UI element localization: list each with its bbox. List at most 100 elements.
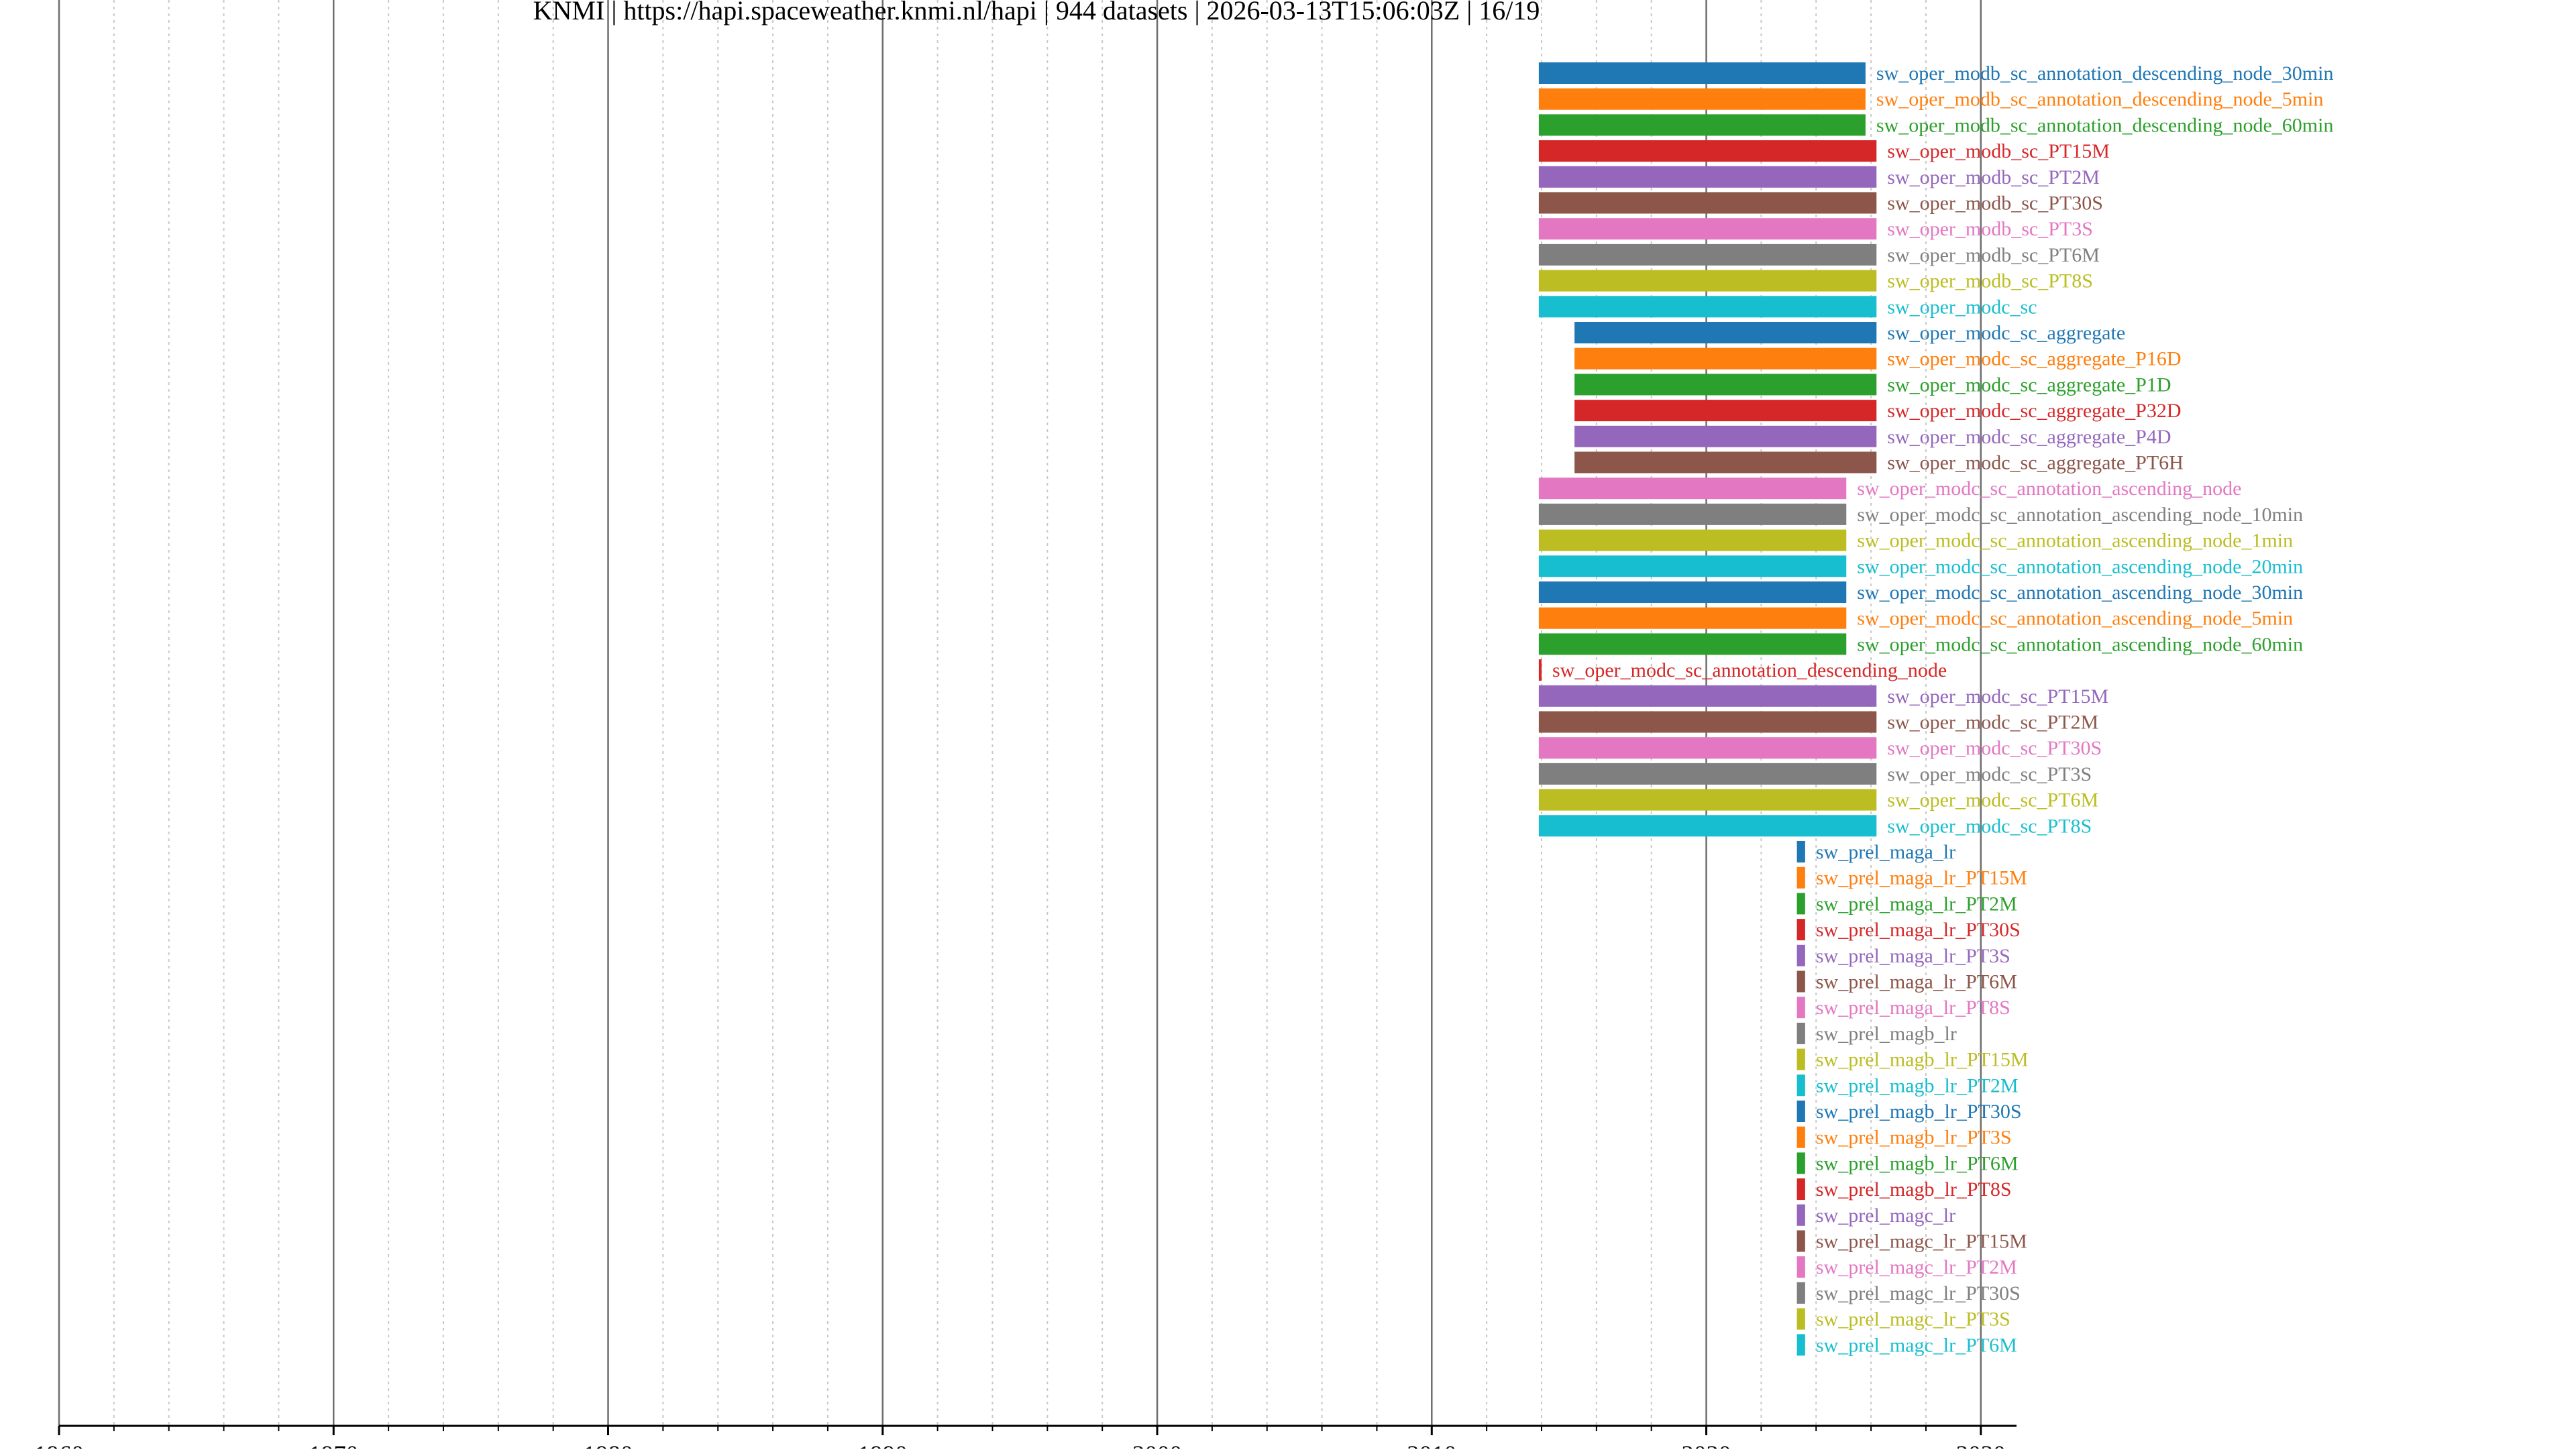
timeline-bar bbox=[1538, 659, 1542, 681]
timeline-bar bbox=[1538, 581, 1847, 603]
chart-title: KNMI | https://hapi.spaceweather.knmi.nl… bbox=[533, 0, 1540, 25]
x-tick-label: 1990 bbox=[858, 1441, 908, 1449]
bar-label: sw_prel_maga_lr bbox=[1816, 841, 1955, 863]
bar-label: sw_oper_modc_sc_aggregate_P32D bbox=[1887, 400, 2181, 422]
bar-label: sw_oper_modc_sc bbox=[1887, 296, 2037, 318]
bar-label: sw_oper_modc_sc_annotation_ascending_nod… bbox=[1857, 555, 2303, 577]
timeline-bar bbox=[1538, 478, 1847, 500]
timeline-bar bbox=[1796, 1178, 1805, 1200]
bar-label: sw_prel_maga_lr_PT15M bbox=[1816, 867, 2027, 889]
timeline-bar bbox=[1574, 451, 1877, 473]
timeline-bar bbox=[1538, 140, 1877, 162]
x-tick-label: 2010 bbox=[1407, 1441, 1456, 1449]
timeline-bar bbox=[1796, 1101, 1805, 1122]
bar-label: sw_prel_magc_lr_PT2M bbox=[1816, 1256, 2017, 1278]
bar-label: sw_oper_modb_sc_PT30S bbox=[1887, 192, 2103, 215]
timeline-bar bbox=[1538, 633, 1847, 655]
bar-label: sw_prel_magc_lr_PT15M bbox=[1816, 1231, 2027, 1253]
bar-label: sw_oper_modc_sc_aggregate_PT6H bbox=[1887, 452, 2184, 474]
timeline-bar bbox=[1538, 296, 1877, 318]
x-axis: 1960 1970 1980 1990 2000 2010 2020 2030 bbox=[34, 1425, 2017, 1452]
bar-label: sw_oper_modb_sc_PT15M bbox=[1887, 140, 2110, 162]
bar-label: sw_prel_magc_lr bbox=[1816, 1205, 1955, 1227]
bar-label: sw_oper_modc_sc_annotation_ascending_nod… bbox=[1857, 530, 2293, 552]
bar-label: sw_prel_magb_lr_PT30S bbox=[1816, 1101, 2022, 1123]
bar-label: sw_oper_modc_sc_annotation_descending_no… bbox=[1552, 659, 1947, 681]
x-tick-label: 1970 bbox=[309, 1441, 358, 1449]
bar-label: sw_oper_modc_sc_PT3S bbox=[1887, 763, 2092, 785]
timeline-bar bbox=[1538, 114, 1866, 136]
timeline-bar bbox=[1574, 322, 1877, 343]
timeline-bar bbox=[1538, 218, 1877, 240]
x-tick-label: 2000 bbox=[1132, 1441, 1182, 1449]
bar-label: sw_prel_magb_lr_PT8S bbox=[1816, 1178, 2012, 1200]
timeline-bar bbox=[1538, 503, 1847, 525]
timeline-bar bbox=[1538, 737, 1877, 759]
timeline-bar bbox=[1796, 1256, 1805, 1278]
timeline-bar bbox=[1796, 1282, 1805, 1304]
bar-label: sw_prel_magc_lr_PT30S bbox=[1816, 1282, 2021, 1304]
bar-label: sw_oper_modc_sc_annotation_ascending_nod… bbox=[1857, 608, 2293, 630]
timeline-bar bbox=[1538, 192, 1877, 214]
timeline-bar bbox=[1796, 1334, 1805, 1356]
x-tick-label: 1960 bbox=[34, 1441, 84, 1449]
bar-label: sw_oper_modb_sc_annotation_descending_no… bbox=[1876, 114, 2334, 136]
bar-label: sw_prel_magb_lr bbox=[1816, 1023, 1957, 1045]
x-tick-label: 2030 bbox=[1956, 1441, 2006, 1449]
bar-label: sw_oper_modc_sc_aggregate bbox=[1887, 322, 2125, 344]
bar-label: sw_oper_modc_sc_PT15M bbox=[1887, 685, 2108, 708]
timeline-bar bbox=[1538, 763, 1877, 785]
timeline-bar bbox=[1538, 685, 1877, 707]
timeline-bar bbox=[1796, 1126, 1805, 1148]
bar-label: sw_oper_modc_sc_annotation_ascending_nod… bbox=[1857, 581, 2303, 604]
timeline-bar bbox=[1796, 893, 1805, 915]
timeline-bar bbox=[1538, 243, 1877, 266]
timeline-bar bbox=[1796, 997, 1805, 1019]
timeline-bar bbox=[1574, 374, 1877, 396]
timeline-bar bbox=[1796, 1022, 1805, 1044]
bar-label: sw_oper_modc_sc_PT2M bbox=[1887, 712, 2098, 734]
bar-label: sw_oper_modc_sc_PT30S bbox=[1887, 737, 2102, 759]
bar-label: sw_prel_maga_lr_PT3S bbox=[1816, 945, 2010, 967]
bar-label: sw_oper_modc_sc_PT8S bbox=[1887, 815, 2092, 837]
bar-label: sw_prel_magb_lr_PT15M bbox=[1816, 1049, 2029, 1071]
timeline-bar bbox=[1538, 555, 1847, 577]
bar-label: sw_oper_modc_sc_aggregate_P4D bbox=[1887, 426, 2171, 448]
bar-label: sw_prel_magb_lr_PT3S bbox=[1816, 1127, 2012, 1149]
bar-label: sw_prel_maga_lr_PT30S bbox=[1816, 919, 2021, 941]
bar-label: sw_oper_modb_sc_annotation_descending_no… bbox=[1876, 62, 2334, 85]
timeline-bar bbox=[1538, 88, 1866, 110]
bar-label: sw_prel_magb_lr_PT6M bbox=[1816, 1152, 2019, 1174]
timeline-bar bbox=[1538, 529, 1847, 551]
timeline-bar bbox=[1796, 970, 1805, 993]
timeline-bar bbox=[1796, 867, 1805, 889]
timeline-bar bbox=[1538, 166, 1877, 188]
minor-grid bbox=[113, 0, 1927, 1431]
major-grid bbox=[58, 0, 1982, 1426]
x-tick-label: 2020 bbox=[1682, 1441, 1731, 1449]
bar-label: sw_prel_magc_lr_PT3S bbox=[1816, 1308, 2010, 1331]
x-tick-label: 1980 bbox=[584, 1441, 633, 1449]
bar-label: sw_prel_maga_lr_PT6M bbox=[1816, 971, 2017, 993]
bar-label: sw_oper_modc_sc_annotation_ascending_nod… bbox=[1857, 633, 2303, 655]
bar-label: sw_prel_magb_lr_PT2M bbox=[1816, 1074, 2019, 1097]
timeline-bar bbox=[1796, 1230, 1805, 1252]
bar-label: sw_oper_modc_sc_annotation_ascending_nod… bbox=[1857, 478, 2241, 500]
bar-label: sw_oper_modb_sc_PT6M bbox=[1887, 244, 2100, 266]
timeline-bar bbox=[1796, 1204, 1805, 1226]
bar-label: sw_oper_modb_sc_PT2M bbox=[1887, 166, 2100, 188]
timeline-bar bbox=[1796, 944, 1805, 966]
timeline-bar bbox=[1796, 1048, 1805, 1070]
timeline-bar bbox=[1574, 425, 1877, 447]
bar-label: sw_oper_modc_sc_aggregate_P1D bbox=[1887, 374, 2171, 396]
timeline-bar bbox=[1574, 400, 1877, 422]
bar-label: sw_prel_maga_lr_PT2M bbox=[1816, 893, 2017, 915]
timeline-bar bbox=[1538, 607, 1847, 629]
bar-label: sw_prel_magc_lr_PT6M bbox=[1816, 1334, 2017, 1356]
timeline-bar bbox=[1574, 347, 1877, 370]
bar-label: sw_oper_modb_sc_PT8S bbox=[1887, 270, 2093, 292]
bars-group: sw_oper_modb_sc_annotation_descending_no… bbox=[1538, 62, 2334, 1356]
timeline-bar bbox=[1538, 62, 1866, 84]
